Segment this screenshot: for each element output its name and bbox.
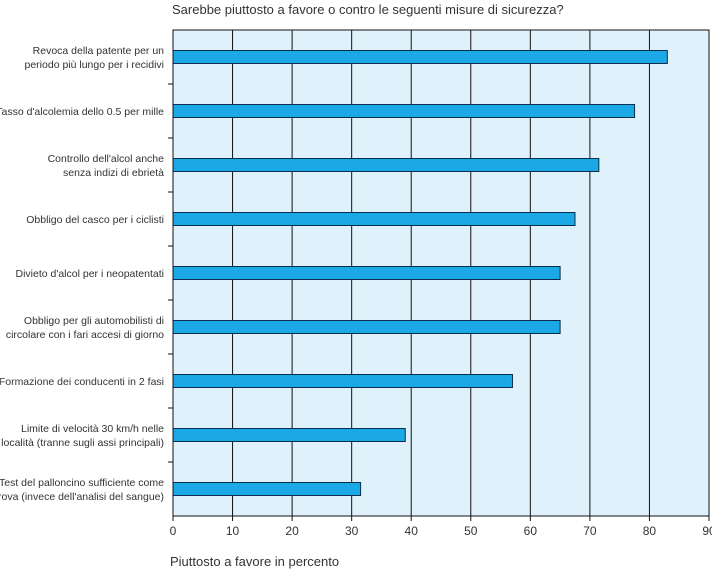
- category-label: Limite di velocità 30 km/h nelle: [21, 423, 164, 435]
- y-axis: [168, 30, 174, 516]
- bar: [172, 212, 576, 226]
- bar: [172, 482, 362, 496]
- category-labels: Revoca della patente per un periodo più l…: [0, 45, 164, 503]
- category-label: Tasso d'alcolemia dello 0.5 per mille: [0, 106, 164, 118]
- category-label: Divieto d'alcol per i neopatentati: [15, 268, 164, 280]
- bar: [172, 104, 636, 118]
- bar: [172, 428, 406, 442]
- bar: [172, 266, 561, 280]
- category-label: località (tranne sugli assi principali): [1, 437, 164, 449]
- category-label: senza indizi di ebrietà: [63, 167, 164, 179]
- x-tick-label: 50: [464, 524, 478, 538]
- x-tick-label: 60: [524, 524, 538, 538]
- bars: [172, 50, 668, 496]
- bar: [172, 374, 513, 388]
- x-tick-label: 10: [226, 524, 240, 538]
- bar: [172, 320, 561, 334]
- x-tick-label: 70: [583, 524, 597, 538]
- x-tick-label: 90: [702, 524, 712, 538]
- x-tick-label: 40: [405, 524, 419, 538]
- category-label: Test del palloncino sufficiente come: [0, 477, 164, 489]
- category-label: Revoca della patente per un: [33, 45, 165, 57]
- category-label: circolare con i fari accesi di giorno: [6, 329, 164, 341]
- category-label: prova (invece dell'analisi del sangue): [0, 491, 164, 503]
- bar: [172, 50, 668, 64]
- x-tick-label: 80: [643, 524, 657, 538]
- category-label: Obbligo per gli automobilisti di: [24, 315, 164, 327]
- x-tick-label: 0: [170, 524, 177, 538]
- x-axis-label: Piuttosto a favore in percento: [170, 554, 339, 569]
- category-label: Formazione dei conducenti in 2 fasi: [0, 376, 164, 388]
- category-label: Obbligo del casco per i ciclisti: [26, 214, 164, 226]
- bar: [172, 158, 600, 172]
- x-tick-label: 30: [345, 524, 359, 538]
- x-axis: 0 10 20 30 40 50 60 70 80 90: [170, 515, 712, 538]
- category-label: periodo più lungo per i recidivi: [25, 59, 165, 71]
- x-tick-label: 20: [285, 524, 299, 538]
- category-label: Controllo dell'alcol anche: [48, 153, 165, 165]
- chart-title: Sarebbe piuttosto a favore o contro le s…: [172, 2, 564, 17]
